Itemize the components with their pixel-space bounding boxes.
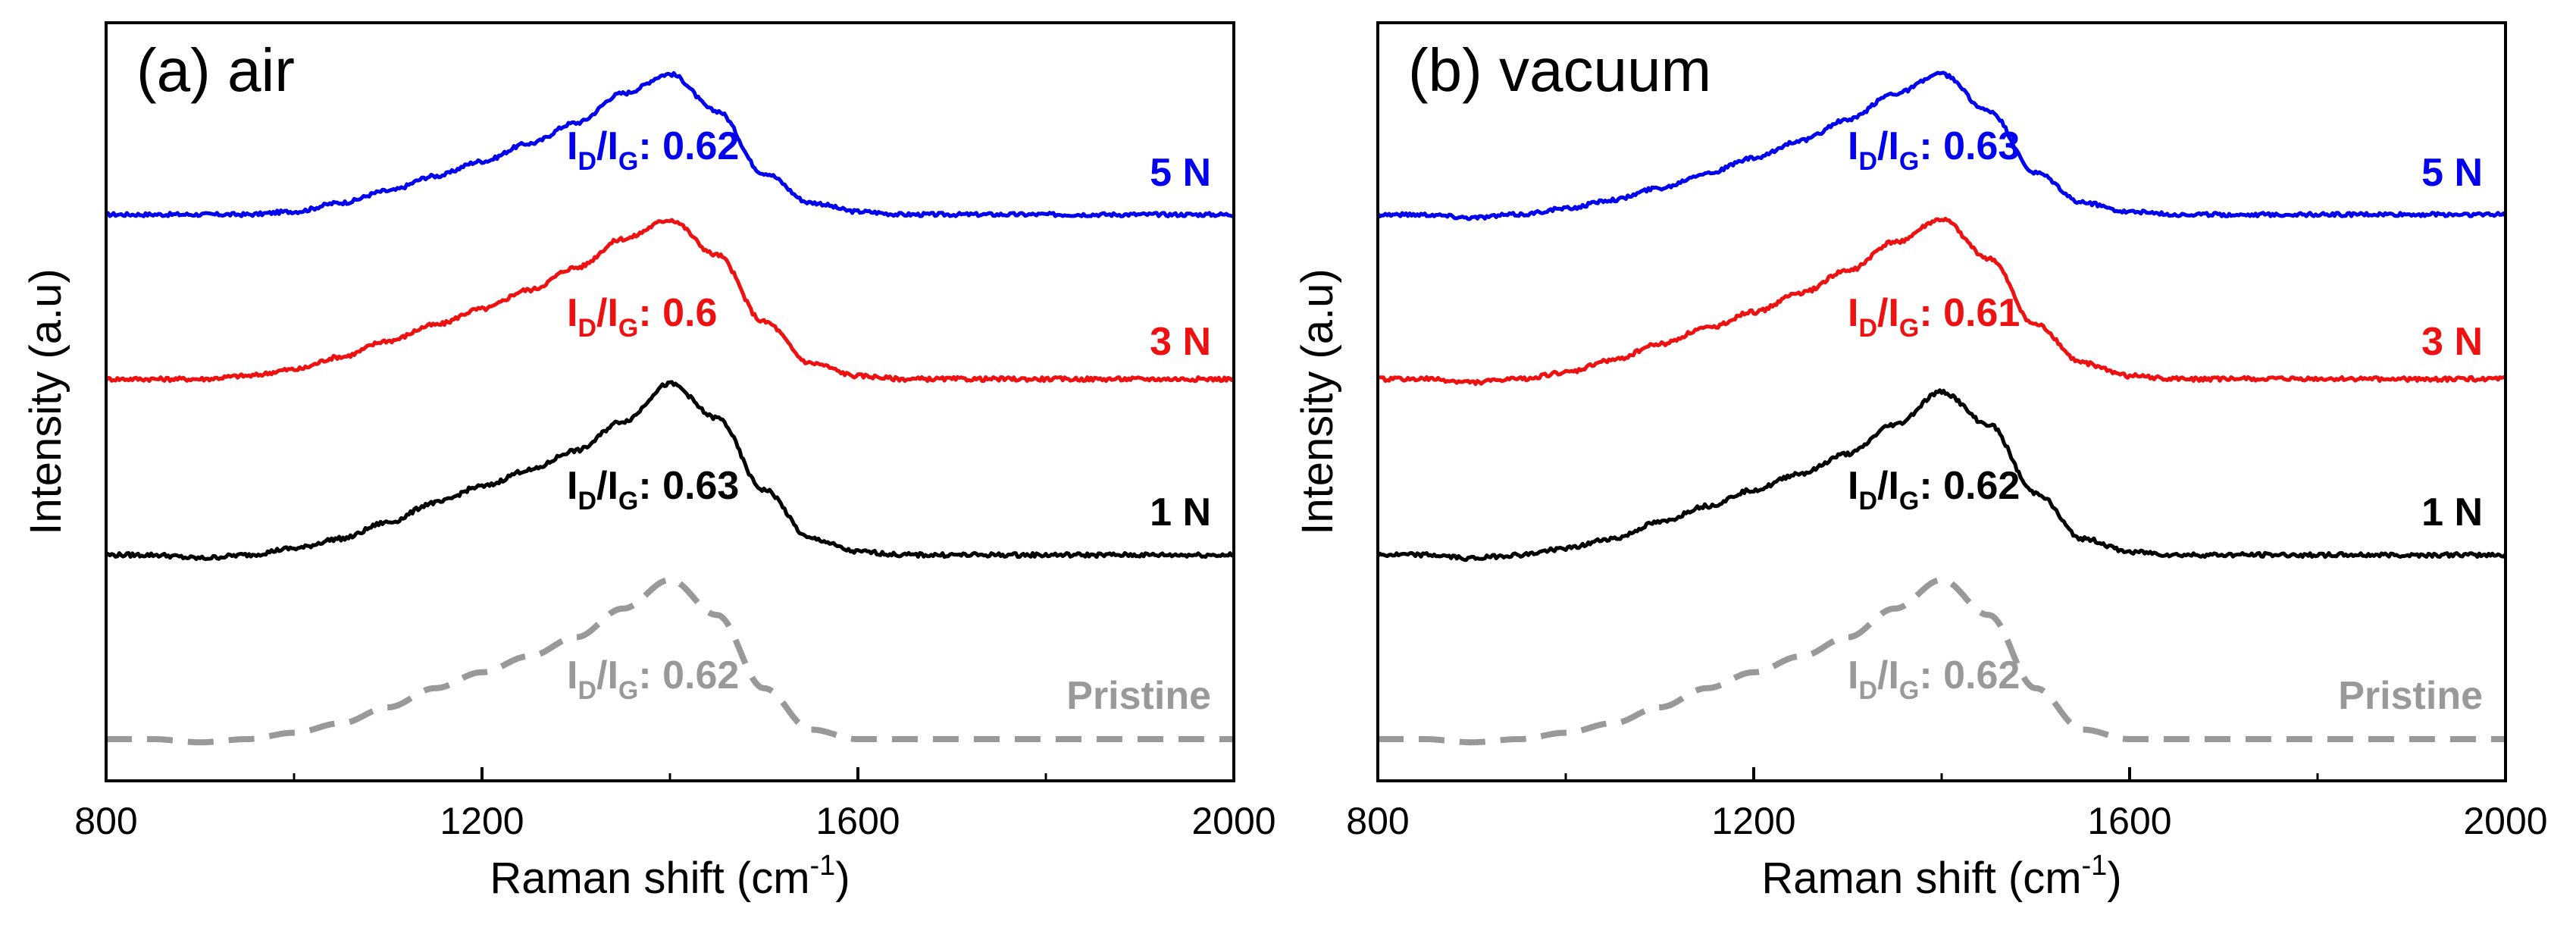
series-line-3-n — [104, 218, 1235, 384]
series-line-5-n — [105, 71, 1234, 218]
series-line-1-n — [105, 380, 1235, 562]
series-name-3-n: 3 N — [1150, 320, 1211, 364]
ratio-label-5-n: ID/IG: 0.63 — [1848, 124, 2020, 176]
ratio-label-pristine: ID/IG: 0.62 — [567, 653, 739, 705]
series-name-pristine: Pristine — [1066, 674, 1211, 718]
x-tick-label: 2000 — [1191, 800, 1275, 842]
series-line-pristine — [1376, 577, 2507, 746]
series-line-3-n — [1377, 217, 2506, 387]
y-axis-title: Intensity (a.u) — [1293, 268, 1342, 534]
y-axis-title: Intensity (a.u) — [21, 268, 70, 534]
panel-title: (a) air — [136, 36, 295, 104]
series-name-pristine: Pristine — [2338, 674, 2483, 718]
panel-title: (b) vacuum — [1408, 36, 1711, 104]
series-name-1-n: 1 N — [2421, 490, 2483, 534]
x-tick-label: 800 — [1346, 800, 1409, 842]
x-tick-label: 800 — [74, 800, 137, 842]
ratio-label-3-n: ID/IG: 0.6 — [567, 291, 717, 343]
x-tick-label: 2000 — [2463, 800, 2547, 842]
x-tick-label: 1200 — [1711, 800, 1795, 842]
series-line-5-n — [1376, 71, 2507, 221]
ratio-label-5-n: ID/IG: 0.62 — [567, 124, 739, 176]
x-axis-title: Raman shift (cm-1) — [1761, 850, 2121, 903]
panel-air: ID/IG: 0.62 5 N ID/IG: 0.6 3 N ID/IG: 0.63 1 … — [21, 21, 1276, 903]
x-axis-title: Raman shift (cm-1) — [490, 850, 850, 903]
series-name-1-n: 1 N — [1150, 490, 1211, 534]
series-name-5-n: 5 N — [2421, 151, 2483, 195]
ratio-label-1-n: ID/IG: 0.62 — [1848, 464, 2020, 516]
x-tick-label: 1600 — [815, 800, 900, 842]
x-tick-label: 1200 — [440, 800, 524, 842]
series-line-pristine — [105, 577, 1235, 746]
series-name-3-n: 3 N — [2421, 320, 2483, 364]
ratio-label-1-n: ID/IG: 0.63 — [567, 464, 739, 516]
x-tick-label: 1600 — [2087, 800, 2171, 842]
panel-vacuum: ID/IG: 0.63 5 N ID/IG: 0.61 3 N ID/IG: 0.62 1… — [1293, 21, 2548, 903]
series-line-1-n — [1376, 388, 2507, 563]
series-name-5-n: 5 N — [1150, 151, 1211, 195]
ratio-label-3-n: ID/IG: 0.61 — [1848, 291, 2020, 343]
ratio-label-pristine: ID/IG: 0.62 — [1848, 653, 2020, 705]
